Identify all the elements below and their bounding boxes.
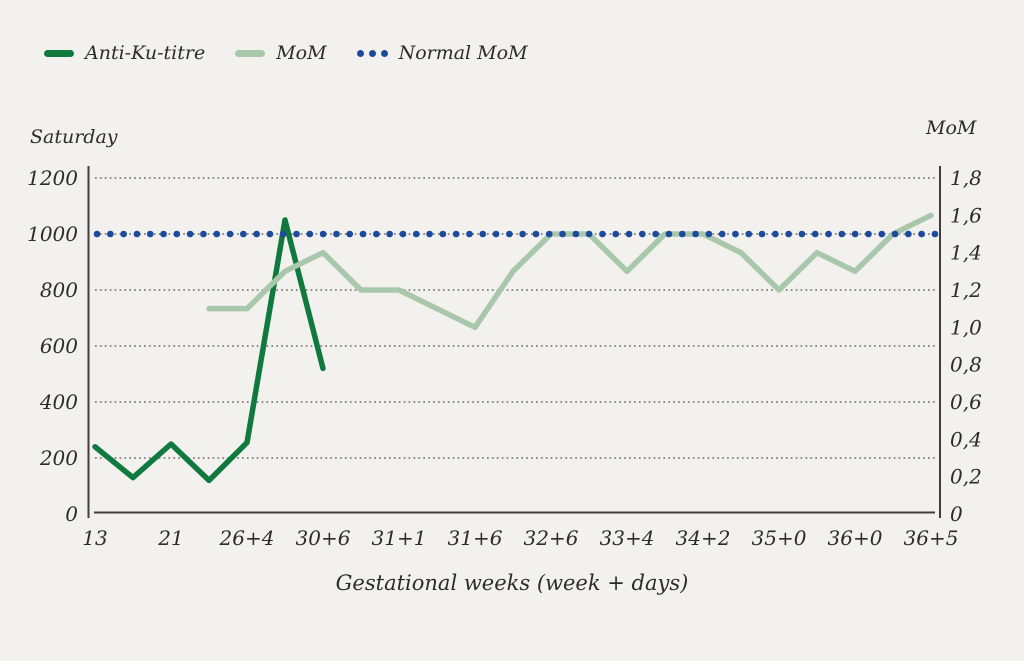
legend-dot bbox=[380, 49, 388, 57]
right-axis-title: MoM bbox=[926, 117, 977, 139]
series-anti-ku-titre-line bbox=[92, 217, 326, 484]
right-axis-tick-label: 1,4 bbox=[950, 241, 982, 265]
legend-line-marker-icon bbox=[44, 49, 74, 57]
left-axis-tick-label: 800 bbox=[40, 278, 78, 302]
legend-dot bbox=[368, 49, 376, 57]
x-axis-tick-label: 35+0 bbox=[752, 526, 807, 550]
left-axis-title: Saturday bbox=[30, 126, 118, 148]
chart-legend: Anti-Ku-titre MoM Normal MoM bbox=[44, 42, 528, 64]
x-axis-tick-label: 36+5 bbox=[904, 526, 959, 550]
x-axis-tick-label: 31+6 bbox=[448, 526, 503, 550]
x-axis-title: Gestational weeks (week + days) bbox=[335, 571, 689, 595]
legend-line-marker-icon bbox=[235, 49, 266, 57]
x-axis-tick-label: 33+4 bbox=[600, 526, 655, 550]
left-axis-tick-label: 0 bbox=[65, 502, 78, 526]
x-axis-tick-label: 26+4 bbox=[219, 526, 275, 550]
x-axis-tick-label: 32+6 bbox=[524, 526, 579, 550]
right-axis-tick-label: 0,2 bbox=[950, 465, 982, 489]
x-axis-tick-label: 21 bbox=[157, 526, 183, 550]
right-axis-tick-label: 0 bbox=[950, 502, 963, 526]
left-axis-tick-label: 600 bbox=[40, 334, 78, 358]
legend-item-anti-ku-titre: Anti-Ku-titre bbox=[44, 42, 205, 64]
right-axis-tick-label: 1,8 bbox=[950, 166, 982, 190]
legend-dotted-line-marker-icon bbox=[356, 49, 388, 57]
x-axis-tick-label: 31+1 bbox=[372, 526, 427, 550]
x-axis-tick-label: 13 bbox=[82, 526, 107, 550]
legend-label: MoM bbox=[276, 42, 327, 64]
legend-label: Normal MoM bbox=[398, 42, 528, 64]
legend-label: Anti-Ku-titre bbox=[85, 42, 206, 64]
left-axis-tick-label: 1000 bbox=[27, 222, 78, 246]
right-axis-tick-label: 0,4 bbox=[950, 427, 982, 451]
series-mom-line bbox=[206, 212, 934, 331]
x-axis-tick-label: 30+6 bbox=[296, 526, 351, 550]
legend-item-normal-mom: Normal MoM bbox=[356, 42, 528, 64]
right-axis-tick-label: 0,8 bbox=[950, 353, 982, 377]
right-axis-tick-label: 1,2 bbox=[950, 278, 982, 302]
x-axis-tick-label: 34+2 bbox=[676, 526, 731, 550]
x-axis-tick-label: 36+0 bbox=[828, 526, 883, 550]
left-axis-tick-label: 200 bbox=[39, 446, 78, 470]
left-axis-tick-label: 400 bbox=[39, 390, 78, 414]
right-axis-tick-label: 0,6 bbox=[950, 390, 982, 414]
right-axis-tick-label: 1,6 bbox=[950, 203, 982, 227]
right-axis-tick-label: 1,0 bbox=[950, 315, 982, 339]
legend-dot bbox=[356, 49, 364, 57]
left-axis-tick-label: 1200 bbox=[27, 166, 78, 190]
legend-item-mom: MoM bbox=[235, 42, 327, 64]
